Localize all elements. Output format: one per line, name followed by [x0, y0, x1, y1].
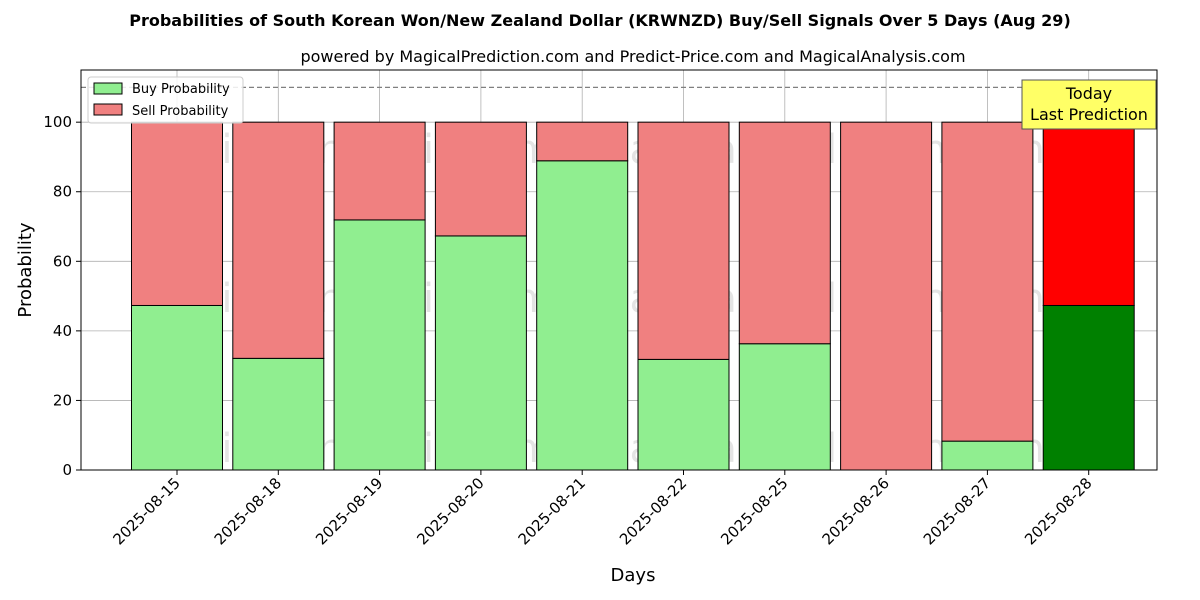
today-annotation-box — [1021, 79, 1157, 130]
today-annotation-line1: Today — [1065, 84, 1112, 103]
bar-sell — [536, 121, 629, 162]
bar-buy — [941, 440, 1034, 471]
x-tick-label: 2025-08-28 — [1021, 474, 1095, 548]
x-tick-label: 2025-08-26 — [819, 474, 893, 548]
y-tick-label: 20 — [53, 391, 72, 409]
bar-sell — [232, 121, 325, 359]
legend: Buy Probability Sell Probability — [87, 76, 244, 124]
x-tick-label: 2025-08-27 — [920, 474, 994, 548]
y-tick-label: 100 — [43, 113, 72, 131]
bar-buy — [637, 358, 730, 471]
chart-subtitle: powered by MagicalPrediction.com and Pre… — [300, 47, 965, 66]
x-axis: 2025-08-15 2025-08-18 2025-08-19 2025-08-20… — [109, 470, 1096, 548]
x-axis-label: Days — [611, 565, 656, 586]
x-tick-label: 2025-08-18 — [211, 474, 285, 548]
bar-buy — [232, 357, 325, 471]
bar-buy — [536, 160, 629, 471]
legend-label-sell: Sell Probability — [132, 104, 229, 119]
bar-sell — [434, 121, 527, 237]
bar-sell — [1042, 121, 1135, 306]
x-tick-label: 2025-08-15 — [109, 474, 183, 548]
legend-swatch-sell — [93, 103, 123, 116]
bar-buy — [131, 304, 223, 471]
bar-sell — [131, 121, 223, 306]
bar-sell — [941, 121, 1034, 442]
bar-sell — [738, 121, 831, 345]
y-tick-label: 40 — [53, 322, 72, 340]
bar-sell — [333, 121, 426, 221]
today-annotation: Today Last Prediction — [1021, 79, 1157, 130]
bar-buy — [738, 343, 831, 471]
plot-area-frame — [80, 69, 1158, 471]
y-tick-label: 60 — [53, 252, 72, 270]
y-tick-label: 80 — [53, 183, 72, 201]
x-tick-label: 2025-08-20 — [413, 474, 487, 548]
legend-swatch-buy — [93, 82, 123, 95]
y-tick-label: 0 — [62, 461, 72, 479]
x-tick-label: 2025-08-25 — [717, 474, 791, 548]
today-annotation-line2: Last Prediction — [1030, 105, 1148, 124]
chart-title: Probabilities of South Korean Won/New Ze… — [129, 11, 1071, 30]
x-tick-label: 2025-08-22 — [616, 474, 690, 548]
bar-buy — [333, 219, 426, 471]
legend-label-buy: Buy Probability — [132, 82, 230, 97]
legend-box — [87, 76, 244, 124]
bars — [131, 121, 1135, 471]
bar-buy — [434, 235, 527, 471]
y-axis: 0 20 40 60 80 100 — [43, 113, 81, 479]
x-tick-label: 2025-08-19 — [312, 474, 386, 548]
x-tick-label: 2025-08-21 — [515, 474, 589, 548]
bar-sell — [840, 121, 933, 471]
y-axis-label: Probability — [15, 222, 36, 317]
bar-buy — [1042, 304, 1135, 471]
bar-sell — [637, 121, 730, 360]
